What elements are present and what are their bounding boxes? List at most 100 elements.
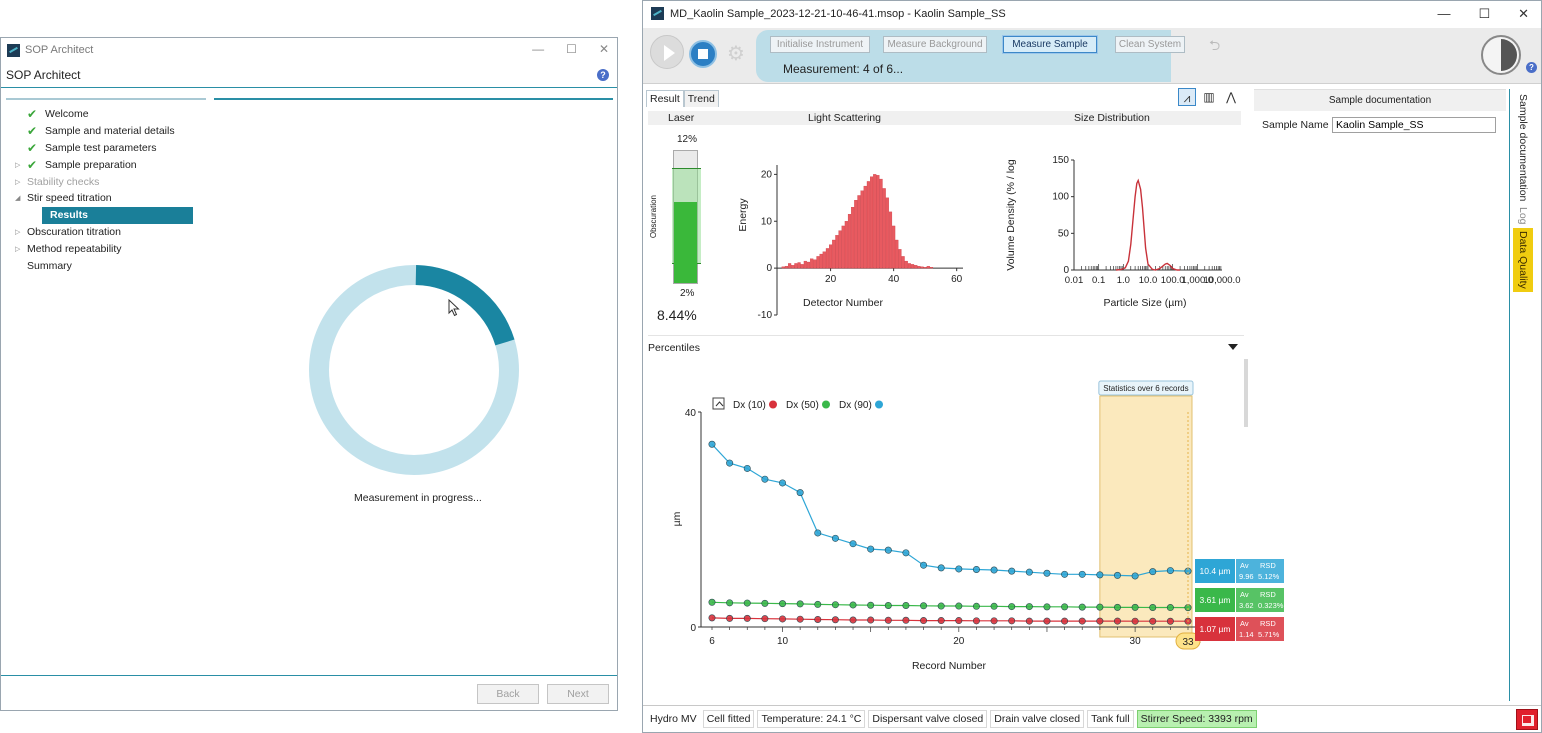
obscuration-value: 8.44% — [657, 307, 697, 323]
clean-system-button[interactable]: Clean System — [1115, 36, 1185, 53]
expand-arrow-icon[interactable]: ▷ — [15, 178, 21, 186]
main-window-title: MD_Kaolin Sample_2023-12-21-10-46-41.mso… — [670, 7, 1006, 20]
maximize-icon[interactable]: ☐ — [566, 42, 577, 56]
wizard-step-item[interactable]: Summary — [15, 257, 215, 274]
scattering-bar — [857, 195, 861, 269]
wizard-step-item[interactable]: ▷ ✔ Sample preparation — [15, 156, 215, 173]
wizard-step-item[interactable]: ✔ Welcome — [15, 106, 215, 123]
scattering-bar — [806, 261, 811, 269]
summary-av-header: Av — [1240, 561, 1249, 570]
minimize-icon[interactable]: — — [532, 42, 545, 56]
sample-name-label: Sample Name — [1262, 119, 1329, 131]
y-tick-label: 50 — [1058, 228, 1070, 239]
expand-arrow-icon[interactable]: ▷ — [15, 245, 21, 253]
series-point — [884, 616, 892, 624]
series-point — [708, 598, 716, 606]
size-distribution-panel-title: Size Distribution — [1074, 112, 1150, 124]
emergency-stop-button[interactable] — [1516, 709, 1538, 730]
play-button[interactable] — [650, 35, 684, 69]
summary-rsd-value: 5.12% — [1258, 572, 1280, 581]
next-button[interactable]: Next — [547, 684, 609, 704]
tab-trend[interactable]: Trend — [683, 90, 719, 107]
wizard-step-item[interactable]: ◢ Stir speed titration — [15, 190, 215, 207]
distribution-curve-icon[interactable]: ⋀ — [1226, 90, 1236, 104]
wizard-step-item[interactable]: ▷ Method repeatability — [15, 240, 215, 257]
series-point — [831, 601, 839, 609]
series-point — [902, 616, 910, 624]
legend-marker — [769, 400, 777, 409]
measure-sample-button[interactable]: Measure Sample — [1003, 36, 1097, 53]
series-point — [937, 602, 945, 610]
current-record-label: 33 — [1182, 637, 1194, 648]
scattering-bar — [800, 264, 804, 269]
scattering-bar — [907, 263, 911, 269]
x-tick-label: 1,000.0 — [1181, 275, 1213, 286]
sample-name-input[interactable] — [1332, 117, 1496, 133]
close-icon[interactable]: ✕ — [1518, 6, 1529, 21]
status-cell: Cell fitted — [702, 710, 755, 728]
wizard-step-item[interactable]: ✔ Sample test parameters — [15, 140, 215, 157]
footer-divider — [1, 675, 617, 676]
series-point — [1096, 603, 1104, 611]
undo-arrow-icon[interactable]: ⮌ — [1209, 37, 1221, 53]
series-point — [796, 600, 804, 608]
x-tick-label: 100.0 — [1161, 275, 1185, 286]
legend-marker — [822, 400, 830, 409]
wizard-step-label: Welcome — [45, 108, 89, 121]
scattering-bar — [873, 174, 877, 269]
scattering-bar — [914, 265, 918, 269]
y-tick-label: 0 — [690, 623, 696, 634]
scattering-bar — [791, 265, 795, 269]
measure-background-button[interactable]: Measure Background — [883, 36, 987, 53]
series-line-1 — [711, 601, 1189, 609]
series-point — [743, 599, 751, 607]
summary-rsd-header: RSD — [1260, 590, 1276, 599]
side-tab-sample-documentation[interactable]: Sample documentation — [1517, 94, 1529, 202]
side-tabs: Sample documentation Log Data Quality — [1513, 91, 1537, 292]
side-tab-log[interactable]: Log — [1517, 207, 1529, 225]
wizard-step-item[interactable]: ✔ Sample and material details — [15, 123, 215, 140]
series-point — [1061, 617, 1069, 625]
series-point — [814, 600, 822, 608]
checkmark-icon: ✔ — [27, 140, 38, 155]
app-logo-icon — [651, 7, 664, 20]
maximize-icon[interactable]: ☐ — [1478, 6, 1491, 21]
wizard-step-item[interactable]: ▷ Stability checks — [15, 173, 215, 190]
initialise-instrument-button[interactable]: Initialise Instrument — [770, 36, 870, 53]
scattering-bar — [898, 249, 902, 269]
sop-header-title: SOP Architect — [6, 67, 81, 82]
tab-result[interactable]: Result — [646, 90, 684, 107]
wizard-step-item[interactable]: ▷ Obscuration titration — [15, 224, 215, 241]
stop-button[interactable] — [689, 40, 717, 68]
summary-av-value: 3.62 — [1239, 601, 1254, 610]
obscuration-bar — [672, 150, 701, 284]
series-point — [1008, 567, 1016, 575]
scattering-bar — [926, 266, 930, 269]
scattering-bar — [838, 230, 842, 269]
x-tick-label: 1.0 — [1117, 275, 1130, 286]
collapse-caret-icon[interactable] — [1228, 344, 1238, 350]
collapse-arrow-icon[interactable]: ◢ — [15, 195, 21, 203]
expand-arrow-icon[interactable]: ▷ — [15, 228, 21, 236]
wizard-step-item[interactable]: Results — [42, 206, 193, 224]
series-point — [1131, 603, 1139, 611]
scattering-bar — [854, 200, 858, 269]
expand-arrow-icon[interactable]: ▷ — [15, 161, 21, 169]
back-button[interactable]: Back — [477, 684, 539, 704]
bar-chart-icon[interactable]: ▥ — [1203, 90, 1215, 104]
series-point — [1149, 568, 1157, 576]
minimize-icon[interactable]: — — [1437, 6, 1451, 21]
vertical-scrollbar[interactable] — [1244, 359, 1248, 427]
close-icon[interactable]: ✕ — [598, 42, 609, 56]
summary-current-value: 3.61 µm — [1200, 595, 1231, 605]
side-tab-data-quality[interactable]: Data Quality — [1513, 227, 1533, 292]
summary-stats-box — [1236, 588, 1284, 612]
help-icon[interactable]: ? — [1526, 62, 1537, 73]
view-mode-icons: ⩘ ▥ ⋀ — [1178, 88, 1240, 106]
settings-gear-icon[interactable]: ⚙ — [727, 43, 745, 65]
series-point — [1113, 571, 1121, 579]
analysis-view-icon[interactable]: ⩘ — [1178, 88, 1196, 106]
help-icon[interactable]: ? — [597, 69, 609, 81]
series-point — [955, 565, 963, 573]
sequence-status: Measurement: 4 of 6... — [783, 62, 904, 76]
